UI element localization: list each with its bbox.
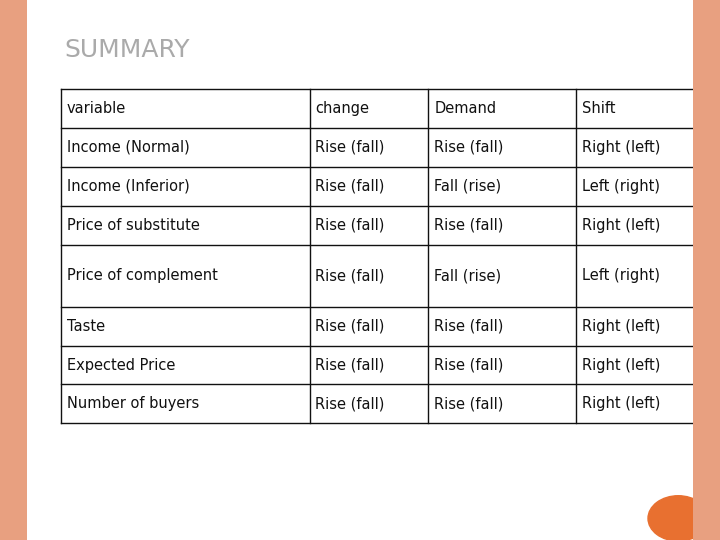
Text: Rise (fall): Rise (fall) bbox=[434, 396, 503, 411]
Text: Rise (fall): Rise (fall) bbox=[315, 140, 384, 155]
Text: Rise (fall): Rise (fall) bbox=[315, 268, 384, 283]
Text: variable: variable bbox=[67, 101, 126, 116]
Text: Demand: Demand bbox=[434, 101, 496, 116]
Text: Right (left): Right (left) bbox=[582, 357, 660, 373]
Text: Right (left): Right (left) bbox=[582, 218, 660, 233]
Text: Price of complement: Price of complement bbox=[67, 268, 218, 283]
Text: change: change bbox=[315, 101, 369, 116]
Text: Price of substitute: Price of substitute bbox=[67, 218, 200, 233]
Text: Taste: Taste bbox=[67, 319, 105, 334]
Text: Shift: Shift bbox=[582, 101, 616, 116]
Text: Rise (fall): Rise (fall) bbox=[434, 218, 503, 233]
Text: Right (left): Right (left) bbox=[582, 396, 660, 411]
Text: Rise (fall): Rise (fall) bbox=[315, 357, 384, 373]
Text: Fall (rise): Fall (rise) bbox=[434, 268, 501, 283]
Text: Income (Normal): Income (Normal) bbox=[67, 140, 189, 155]
Text: Right (left): Right (left) bbox=[582, 140, 660, 155]
Text: Income (Inferior): Income (Inferior) bbox=[67, 179, 189, 194]
Text: Rise (fall): Rise (fall) bbox=[434, 319, 503, 334]
Text: Fall (rise): Fall (rise) bbox=[434, 179, 501, 194]
Text: Rise (fall): Rise (fall) bbox=[315, 218, 384, 233]
Text: Number of buyers: Number of buyers bbox=[67, 396, 199, 411]
Text: Rise (fall): Rise (fall) bbox=[315, 319, 384, 334]
Text: Left (right): Left (right) bbox=[582, 179, 660, 194]
Text: Rise (fall): Rise (fall) bbox=[315, 179, 384, 194]
Text: SUMMARY: SUMMARY bbox=[65, 38, 190, 62]
Text: Rise (fall): Rise (fall) bbox=[434, 140, 503, 155]
Text: Rise (fall): Rise (fall) bbox=[434, 357, 503, 373]
Text: Rise (fall): Rise (fall) bbox=[315, 396, 384, 411]
Circle shape bbox=[648, 496, 708, 540]
Text: Expected Price: Expected Price bbox=[67, 357, 176, 373]
Text: Right (left): Right (left) bbox=[582, 319, 660, 334]
Text: Left (right): Left (right) bbox=[582, 268, 660, 283]
